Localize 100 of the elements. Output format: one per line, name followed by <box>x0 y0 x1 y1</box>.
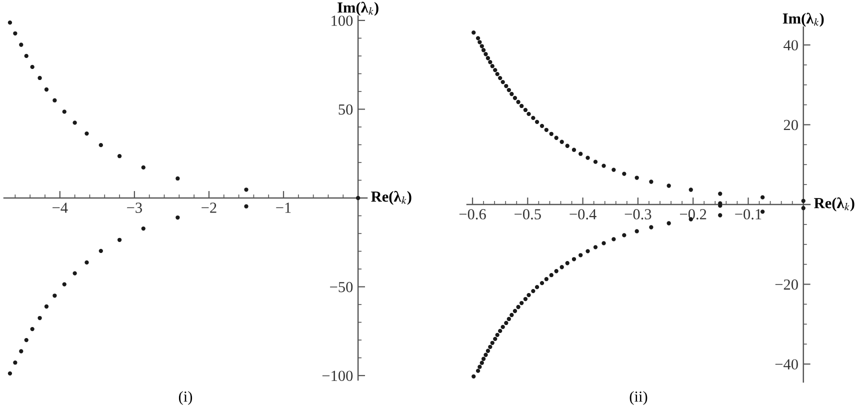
point <box>481 356 486 361</box>
point <box>490 340 494 345</box>
point <box>500 324 505 330</box>
point <box>612 168 616 172</box>
point <box>72 120 77 125</box>
point <box>612 237 616 242</box>
y-tick-label: −40 <box>775 359 798 370</box>
point <box>649 225 654 230</box>
point <box>602 241 606 246</box>
point <box>478 40 482 44</box>
point <box>634 229 639 234</box>
y-tick-label: 20 <box>784 120 798 130</box>
point <box>44 304 49 309</box>
y-axis-title: Im(λ$_{k}$) <box>782 12 824 27</box>
point <box>622 233 626 238</box>
point <box>24 54 28 58</box>
point <box>544 128 548 132</box>
point <box>593 245 598 250</box>
y-axis-title: Im(λ$_{k}$) <box>338 2 378 16</box>
point <box>356 196 360 200</box>
point <box>498 76 502 80</box>
point <box>512 96 518 100</box>
point <box>534 284 540 290</box>
point <box>486 56 490 60</box>
point <box>495 72 500 76</box>
point <box>500 80 505 84</box>
point <box>586 156 590 160</box>
point <box>84 260 89 265</box>
point <box>801 206 806 210</box>
x-tick-label: −0.3 <box>624 209 652 220</box>
point <box>510 92 514 96</box>
point <box>586 249 590 254</box>
point <box>480 360 484 365</box>
point <box>602 164 606 168</box>
point <box>472 374 476 378</box>
y-tick-label: −20 <box>775 279 798 290</box>
point <box>718 213 722 218</box>
point <box>52 294 57 298</box>
x-tick-label: −3 <box>127 202 142 213</box>
x-axis-title: Re(λ$_{k}$) <box>814 197 854 212</box>
point <box>520 300 524 306</box>
point <box>572 257 576 262</box>
point <box>666 184 671 188</box>
point <box>593 160 598 164</box>
point <box>649 180 654 184</box>
x-tick-label: −0.4 <box>570 209 596 220</box>
point <box>801 198 806 203</box>
point <box>578 253 583 258</box>
x-tick-label: −1 <box>276 202 291 213</box>
point <box>84 131 89 136</box>
point <box>516 100 520 104</box>
point <box>572 148 576 152</box>
x-tick-label: −2 <box>202 202 216 213</box>
x-tick-label: −4 <box>52 202 68 213</box>
point <box>481 48 486 52</box>
text: (ii) <box>630 391 648 405</box>
point <box>141 226 146 231</box>
point <box>544 277 548 282</box>
point <box>117 154 122 158</box>
point <box>19 349 24 354</box>
point <box>176 176 180 181</box>
point <box>62 282 66 286</box>
point <box>554 269 558 274</box>
point <box>490 64 494 68</box>
point <box>760 195 765 200</box>
point <box>476 368 480 373</box>
point <box>472 30 476 35</box>
point <box>526 292 531 298</box>
point <box>19 42 24 47</box>
point <box>244 204 248 208</box>
point <box>62 110 66 114</box>
point <box>516 304 520 310</box>
point <box>478 364 482 369</box>
point <box>718 192 722 196</box>
point <box>117 238 122 242</box>
point <box>44 87 49 92</box>
point <box>554 136 558 140</box>
point <box>24 338 28 342</box>
point <box>488 60 492 64</box>
point <box>495 332 500 338</box>
x-tick-label: −0.2 <box>680 209 706 220</box>
point <box>506 316 511 322</box>
point <box>13 360 18 365</box>
point <box>244 188 248 192</box>
point <box>578 152 583 156</box>
point <box>72 271 77 276</box>
point <box>504 320 508 326</box>
point <box>512 308 518 314</box>
x-tick-label: −0.5 <box>514 209 541 220</box>
point <box>531 116 536 120</box>
point <box>560 265 564 270</box>
point <box>30 326 34 332</box>
point <box>486 348 490 353</box>
point <box>523 108 528 112</box>
point <box>480 44 484 48</box>
point <box>510 312 514 318</box>
point <box>493 68 498 72</box>
text: (i) <box>178 391 192 405</box>
point <box>540 124 544 128</box>
point <box>498 328 502 334</box>
